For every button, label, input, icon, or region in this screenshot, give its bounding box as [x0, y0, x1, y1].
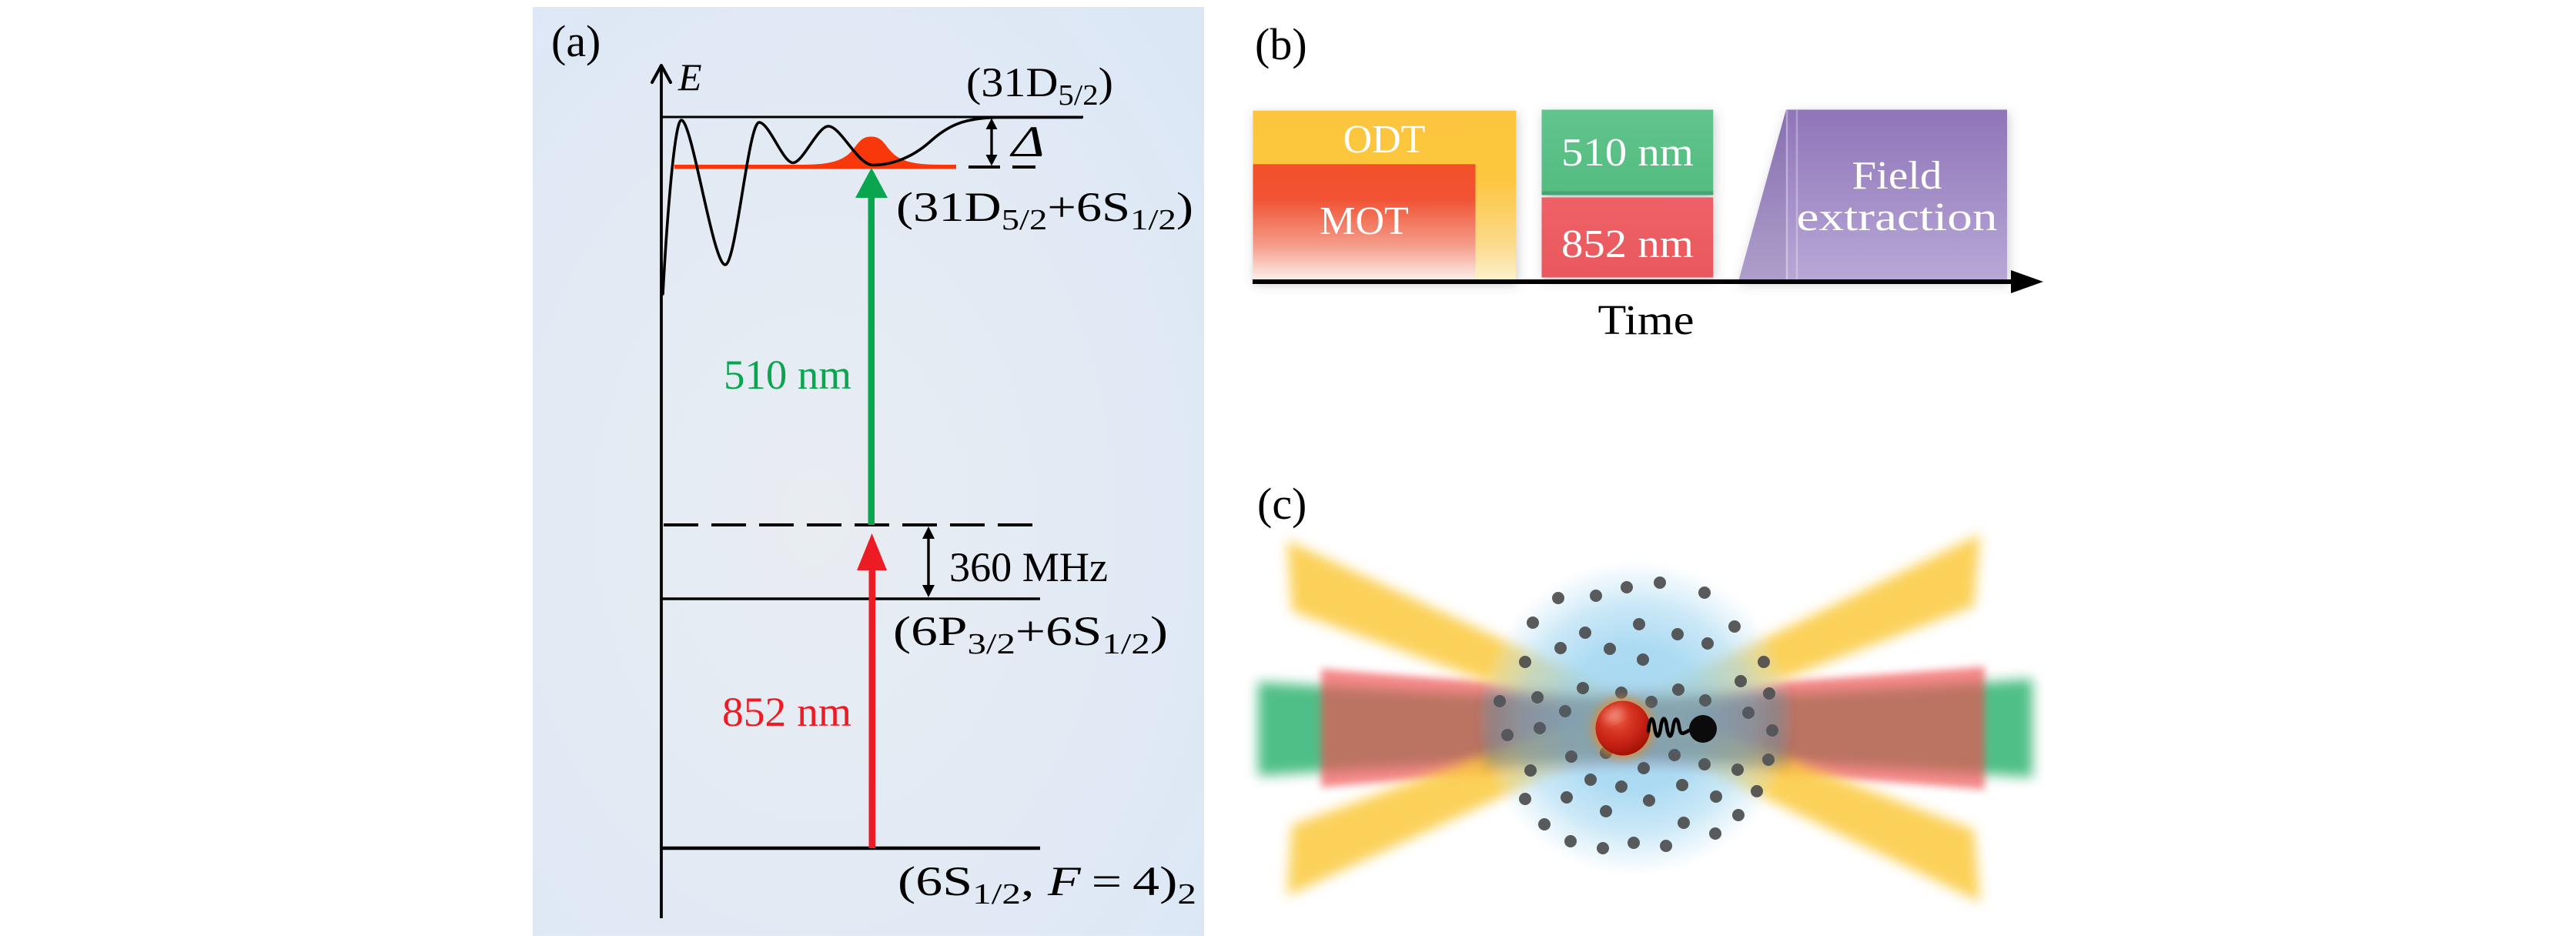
- svg-text:852 nm: 852 nm: [1561, 222, 1694, 266]
- svg-text:(6S1/2, F = 4)2: (6S 1/2, F = 4) 2: [898, 858, 1196, 911]
- svg-text:MOT: MOT: [1320, 199, 1409, 243]
- svg-text:Δ: Δ: [1009, 118, 1045, 166]
- svg-text:360 MHz: 360 MHz: [949, 544, 1108, 590]
- svg-text:Time: Time: [1598, 296, 1694, 343]
- svg-text:(c): (c): [1257, 479, 1306, 529]
- svg-text:ODT: ODT: [1343, 118, 1426, 162]
- svg-text:E: E: [677, 55, 702, 99]
- svg-text:510 nm: 510 nm: [724, 352, 851, 398]
- svg-text:extraction: extraction: [1797, 195, 1998, 239]
- svg-text:852 nm: 852 nm: [722, 689, 851, 735]
- svg-text:510 nm: 510 nm: [1561, 131, 1694, 175]
- svg-text:(b): (b): [1255, 19, 1307, 69]
- svg-text:Field: Field: [1852, 154, 1942, 198]
- svg-text:(a): (a): [551, 16, 601, 66]
